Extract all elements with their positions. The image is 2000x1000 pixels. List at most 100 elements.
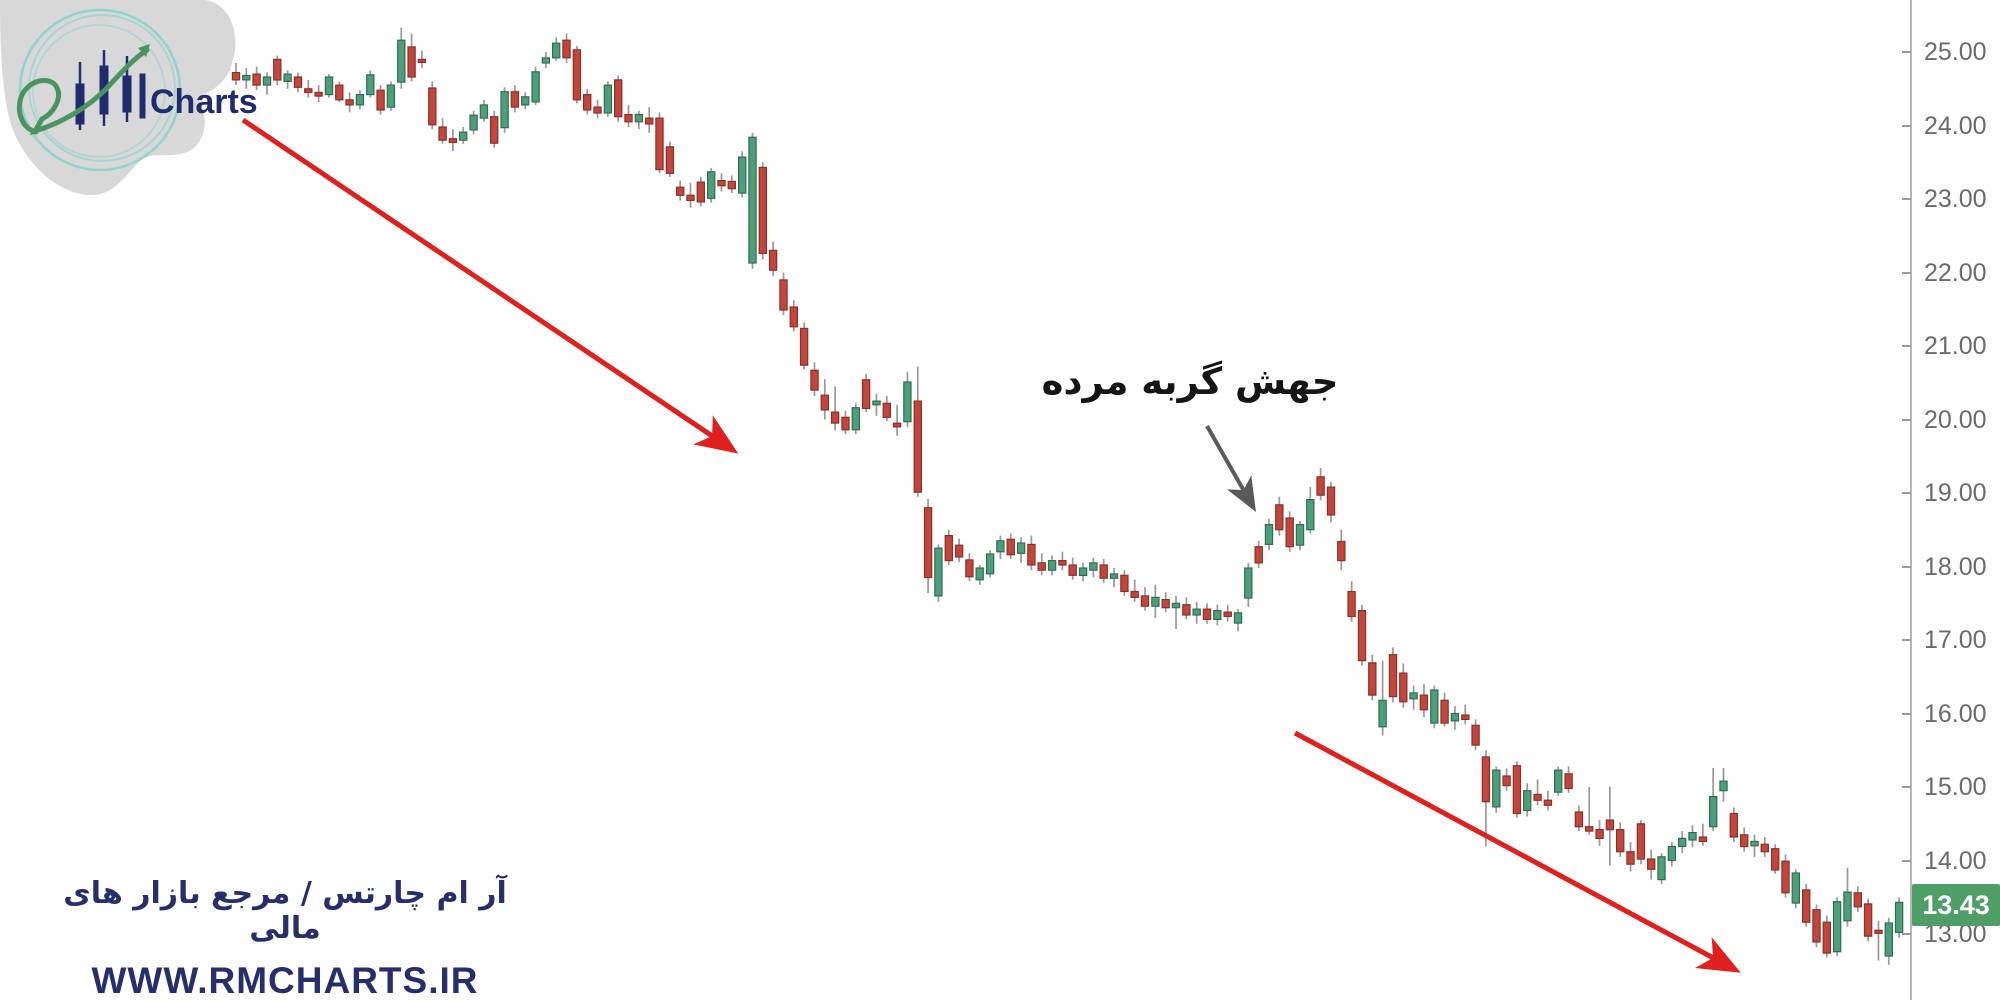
watermark-website-url: WWW.RMCHARTS.IR [91,960,479,1000]
candle-body-bear [593,106,602,114]
candle-body-bear [1760,843,1769,853]
candle-body-bull [975,567,984,581]
candle-body-bear [913,400,923,493]
axis-tick-label: 17.00 [1924,626,1987,654]
candle-body-bear [448,138,458,143]
candle-body-bear [1502,775,1511,787]
candle-body-bear [1368,662,1377,696]
candle-body-bull [397,39,406,83]
logo-swoosh-arrowhead [138,44,150,57]
axis-tick-mark [1902,492,1911,494]
candle-body-bear [252,73,261,86]
candle-body-bear [1419,694,1429,711]
candle-body-bear [1347,590,1356,618]
axis-tick-mark [1902,639,1911,641]
axis-tick-label: 20.00 [1924,405,1987,434]
candle-body-bear [1471,724,1480,746]
axis-tick-label: 25.00 [1924,38,1987,66]
candle-body-bull [355,93,365,106]
candle-body-bear [562,39,571,59]
candle-body-bear [841,416,850,431]
candle-body-bull [1677,837,1687,848]
axis-tick-mark [1902,565,1911,568]
candle-body-bear [1399,672,1408,703]
candle-body-bear [1564,773,1573,790]
candle-body-bear [1027,543,1036,566]
candle-body-bull [283,73,292,82]
candle-body-bear [665,146,675,174]
candle-body-bull [1109,573,1119,579]
candle-body-bear [799,327,809,366]
candle-body-bear [1388,654,1398,698]
candle-body-bear [1357,609,1367,662]
candle-body-bear [1140,595,1150,607]
candle-body-bull [1306,499,1315,531]
candle-body-bull [1657,856,1666,881]
candle-body-bull [1553,769,1563,793]
candle-body-bear [304,88,313,94]
candle-body-bull [1750,840,1759,847]
candle-body-bull [324,76,334,96]
axis-tick-mark [1902,859,1911,862]
downtrend-arrow-1 [241,117,739,454]
candle-body-bear [768,249,778,271]
candle-body-bull [1264,523,1274,545]
candle-body-bull [903,381,912,423]
candle-body-bull [1492,769,1501,808]
candle-body-bear [1461,714,1470,721]
candle-body-bear [582,93,592,111]
candle-body-bear [944,534,954,562]
candle-body-bear [1874,929,1883,934]
candle-body-bear [1326,486,1336,516]
axis-tick-label: 19.00 [1924,479,1987,507]
candle-body-bear [644,117,654,125]
candle-body-bear [1120,574,1129,593]
candle-body-bull [603,84,613,114]
candle-body-bull [1708,795,1718,828]
price-axis-line [1910,0,1912,1000]
candle-body-bear [1626,851,1635,865]
candle-body-bear [882,402,892,418]
candle-body-bear [861,379,871,410]
candle-body-bear [1574,811,1584,828]
candle-body-bear [965,559,974,578]
candle-body-bear [810,369,819,391]
candle-body-bear [1812,909,1821,943]
candle-body-bear [830,411,840,424]
candle-body-bull [634,113,644,123]
candle-body-bull [748,136,757,264]
candle-body-bull [551,42,561,59]
candle-body-bull [541,57,551,64]
candle-body-bull [479,104,489,119]
candle-body-bear [1770,848,1780,871]
downtrend-arrow-2 [1293,730,1741,973]
candle-body-bear [820,394,830,411]
last-price-badge: 13.43 [1912,884,2000,926]
candle-body-bull [706,171,716,199]
candle-body-bear [1337,540,1346,562]
candle-body-bear [1801,889,1811,923]
candle-body-bear [1863,903,1873,937]
candle-body-bull [1089,562,1098,571]
candle-body-bull [262,76,272,86]
candle-body-bear [1182,604,1191,616]
logo-green-swoosh [16,47,150,136]
pattern-annotation-label: جهش گربه مرده [1041,360,1339,403]
candle-body-bear [1223,611,1232,618]
candle-body-bear [1130,590,1139,599]
candle-body-bull [985,553,995,575]
candle-body-bull [1233,612,1243,624]
candle-body-bear [758,166,768,254]
candle-body-bull [1450,712,1460,722]
axis-tick-mark [1902,124,1911,127]
axis-tick-label: 22.00 [1924,258,1987,287]
candle-body-bear [613,79,623,118]
candle-body-bear [1099,564,1108,579]
candle-body-bull [1378,699,1387,728]
axis-tick-mark [1902,786,1911,788]
candle-body-bull [1522,790,1532,812]
candle-body-bear [1605,819,1615,831]
candle-body-bull [1016,542,1026,554]
candle-body-bull [1244,567,1253,599]
